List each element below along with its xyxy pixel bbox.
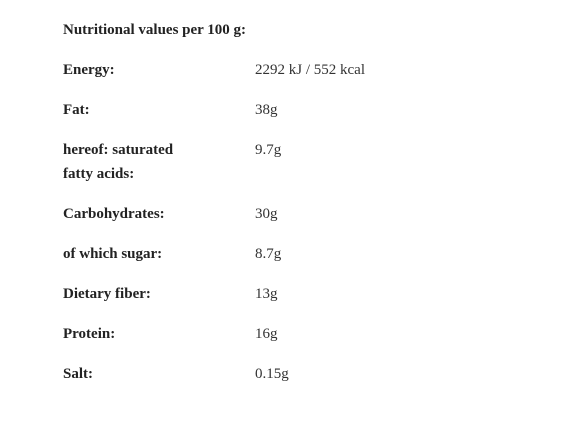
nutrient-label: Dietary fiber: <box>63 286 151 302</box>
nutrient-row: Carbohydrates: 30g <box>63 202 365 242</box>
nutrient-label: hereof: saturated fatty acids: <box>63 142 174 182</box>
nutrient-label: Protein: <box>63 326 116 342</box>
nutrient-label-cell: Fat: <box>63 98 255 138</box>
nutrient-value: 2292 kJ / 552 kcal <box>255 62 365 78</box>
nutrient-row: Fat: 38g <box>63 98 365 138</box>
nutrient-label-cell: of which sugar: <box>63 242 255 282</box>
nutrient-value: 38g <box>255 102 278 118</box>
nutrition-table: Energy: 2292 kJ / 552 kcal Fat: 38g hereof: … <box>63 58 365 402</box>
nutrient-label: Energy: <box>63 62 115 78</box>
title: Nutritional values per 100 g: <box>63 22 247 38</box>
nutrient-label: Carbohydrates: <box>63 206 165 222</box>
nutrient-value: 8.7g <box>255 246 282 262</box>
nutrient-row: hereof: saturated fatty acids: 9.7g <box>63 138 365 202</box>
nutrition-panel: Nutritional values per 100 g: Energy: 229… <box>63 18 365 402</box>
nutrient-value: 16g <box>255 326 278 342</box>
nutrient-label: Salt: <box>63 366 93 382</box>
nutrient-row: Salt: 0.15g <box>63 362 365 402</box>
nutrient-label-cell: Energy: <box>63 58 255 98</box>
nutrient-label-cell: Dietary fiber: <box>63 282 255 322</box>
nutrient-label-cell: Salt: <box>63 362 255 402</box>
nutrient-value: 30g <box>255 206 278 222</box>
nutrient-value: 9.7g <box>255 142 282 158</box>
nutrient-value: 13g <box>255 286 278 302</box>
nutrient-label-cell: Carbohydrates: <box>63 202 255 242</box>
table-body: Energy: 2292 kJ / 552 kcal Fat: 38g hereof: … <box>63 58 365 402</box>
nutrient-label: Fat: <box>63 102 90 118</box>
nutrient-row: Protein: 16g <box>63 322 365 362</box>
nutrient-label-cell: Protein: <box>63 322 255 362</box>
nutrient-label-cell: hereof: saturated fatty acids: <box>63 138 255 202</box>
nutrient-label: of which sugar: <box>63 246 163 262</box>
nutrient-value: 0.15g <box>255 366 289 382</box>
nutrient-row: Dietary fiber: 13g <box>63 282 365 322</box>
nutrient-row: Energy: 2292 kJ / 552 kcal <box>63 58 365 98</box>
nutrient-row: of which sugar: 8.7g <box>63 242 365 282</box>
